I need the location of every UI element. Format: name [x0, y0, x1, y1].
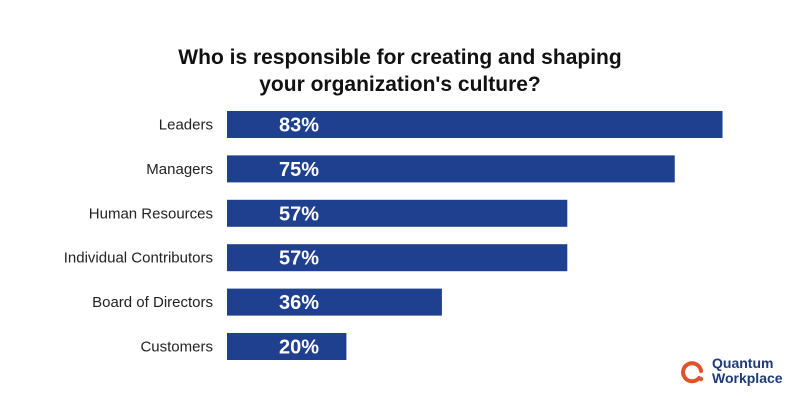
bar	[227, 333, 347, 360]
bar	[227, 155, 675, 183]
category-label: Human Resources	[89, 205, 213, 222]
category-label: Leaders	[159, 117, 213, 134]
category-label: Board of Directors	[92, 294, 213, 311]
data-label: 36%	[279, 292, 319, 314]
data-label: 57%	[279, 203, 319, 225]
chart-title: Who is responsible for creating and shap…	[0, 44, 800, 98]
bar	[227, 288, 442, 316]
bar	[227, 111, 723, 138]
bar	[227, 244, 568, 272]
category-label: Managers	[146, 161, 213, 178]
data-label: 20%	[279, 337, 319, 359]
data-label: 57%	[279, 248, 319, 270]
category-label: Customers	[140, 339, 213, 356]
chart-title-line-1: Who is responsible for creating and shap…	[178, 46, 622, 69]
chart-title-line-2: your organization's culture?	[259, 73, 541, 96]
data-label: 75%	[279, 159, 319, 181]
data-label: 83%	[279, 115, 319, 137]
bar	[227, 199, 568, 227]
logo-icon	[681, 361, 704, 384]
quantum-workplace-logo: Quantum Workplace	[680, 356, 783, 386]
category-label: Individual Contributors	[64, 250, 213, 267]
logo-line-2: Workplace	[712, 370, 783, 386]
logo-line-1: Quantum	[712, 355, 774, 371]
